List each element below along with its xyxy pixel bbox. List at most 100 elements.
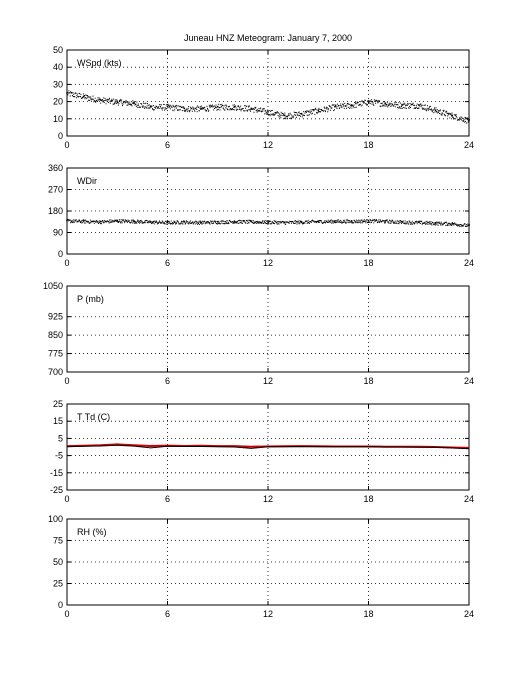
- data-point: [210, 104, 212, 106]
- data-point: [260, 110, 262, 112]
- data-point: [407, 103, 409, 105]
- data-point: [85, 222, 87, 224]
- data-point: [240, 110, 242, 112]
- data-point: [142, 105, 144, 107]
- data-point: [255, 110, 257, 112]
- data-point: [383, 101, 385, 103]
- data-point: [385, 105, 387, 107]
- data-point: [272, 222, 274, 224]
- data-point: [464, 223, 466, 225]
- data-point: [304, 115, 305, 116]
- data-point: [164, 222, 165, 224]
- data-point: [116, 99, 118, 101]
- data-point: [98, 97, 100, 99]
- data-point: [137, 106, 139, 108]
- data-point: [422, 108, 424, 110]
- data-point: [422, 104, 424, 106]
- data-point: [173, 220, 175, 222]
- data-point: [445, 224, 447, 226]
- data-point: [307, 219, 309, 221]
- data-point: [113, 98, 115, 100]
- data-point: [247, 222, 249, 224]
- data-point: [276, 112, 278, 114]
- data-point: [391, 103, 393, 105]
- data-point: [447, 223, 449, 225]
- data-point: [213, 109, 215, 111]
- data-point: [158, 222, 160, 224]
- data-point: [266, 113, 268, 115]
- data-point: [340, 219, 342, 221]
- data-point: [160, 104, 162, 106]
- data-point: [182, 223, 184, 225]
- data-point: [304, 112, 306, 114]
- data-point: [106, 99, 108, 101]
- data-point: [297, 220, 299, 222]
- data-point-value: [166, 221, 169, 224]
- data-point: [93, 101, 95, 103]
- data-point: [451, 115, 453, 117]
- data-point: [240, 220, 242, 222]
- y-tick-label: 25: [53, 399, 63, 409]
- data-point: [80, 222, 81, 223]
- data-point: [254, 107, 256, 109]
- data-point: [243, 110, 245, 112]
- data-point: [390, 222, 392, 224]
- data-point: [426, 220, 428, 222]
- data-point: [326, 108, 328, 110]
- data-point: [132, 222, 134, 224]
- data-point: [351, 107, 353, 109]
- data-point: [208, 104, 210, 106]
- data-point: [239, 108, 241, 110]
- y-tick-label: 50: [53, 557, 63, 567]
- data-point: [326, 221, 328, 223]
- data-point: [257, 109, 258, 111]
- data-point: [162, 221, 164, 223]
- data-point: [226, 105, 228, 107]
- data-point: [207, 221, 209, 223]
- data-point: [411, 220, 413, 222]
- data-point: [121, 221, 123, 223]
- data-point-value: [99, 220, 102, 223]
- data-point-value: [116, 100, 119, 103]
- data-point: [466, 117, 468, 119]
- data-point: [358, 219, 360, 221]
- data-point: [344, 221, 346, 223]
- data-point: [141, 220, 143, 222]
- data-point: [397, 104, 399, 106]
- data-point: [285, 223, 287, 225]
- data-point: [98, 221, 100, 223]
- data-point: [336, 220, 338, 222]
- data-point: [427, 222, 428, 224]
- data-point: [93, 222, 95, 224]
- data-point: [236, 108, 238, 110]
- data-point: [252, 220, 254, 221]
- data-point: [384, 222, 386, 224]
- data-point: [108, 102, 110, 103]
- data-point: [346, 107, 347, 109]
- data-point: [120, 222, 122, 224]
- x-tick-label: 6: [165, 258, 170, 268]
- data-point: [218, 222, 220, 224]
- data-point: [112, 103, 114, 105]
- data-point: [81, 98, 83, 99]
- data-point: [195, 221, 197, 222]
- data-point: [174, 222, 176, 224]
- y-tick-label: 25: [53, 579, 63, 589]
- data-point: [359, 221, 360, 223]
- data-point: [276, 111, 278, 113]
- data-point: [144, 103, 146, 105]
- data-point: [187, 109, 189, 111]
- data-point: [169, 108, 171, 110]
- data-point: [222, 223, 224, 225]
- data-point: [233, 104, 235, 106]
- data-point: [150, 222, 152, 224]
- data-point: [283, 117, 285, 119]
- data-point: [228, 222, 229, 224]
- data-point: [92, 221, 94, 223]
- data-point: [110, 220, 112, 222]
- data-point: [225, 104, 227, 106]
- data-point: [393, 221, 395, 223]
- x-tick-label: 6: [165, 609, 170, 619]
- data-point: [390, 105, 392, 107]
- data-point: [440, 113, 442, 115]
